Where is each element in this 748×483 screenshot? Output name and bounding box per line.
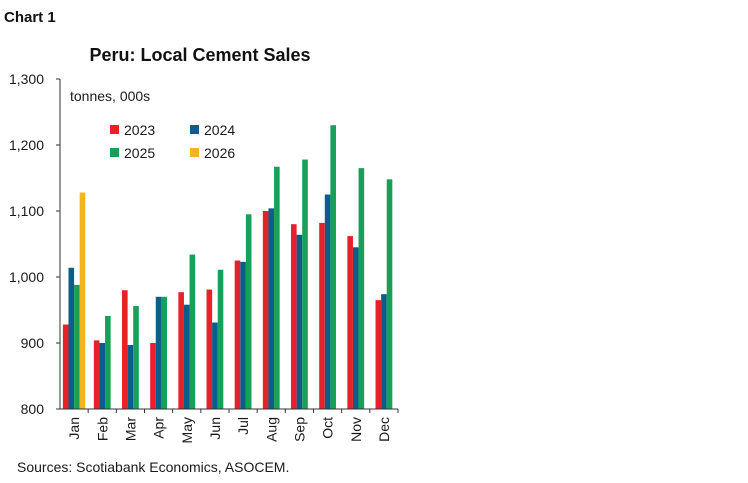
legend-label-2026: 2026 [204,145,235,161]
bar-2023-jan [62,324,69,409]
bar-2025-dec [386,179,393,409]
bar-2025-may [189,254,196,409]
chart-label: Chart 1 [4,9,56,26]
bar-2024-mar [127,344,134,409]
bar-2025-nov [358,168,365,409]
x-tick-label: Oct [320,417,336,439]
bar-2023-nov [347,236,353,409]
x-tick-label: Apr [151,417,167,439]
x-tick-label: May [179,417,195,443]
bar-2024-aug [268,208,275,409]
x-tick-label: Feb [94,417,110,441]
bar-2025-aug [274,166,280,409]
bar-2025-feb [105,315,111,409]
y-tick-label: 1,200 [9,137,44,153]
bar-2025-jul [245,214,252,409]
y-tick-label: 1,100 [9,203,44,219]
source-note: Sources: Scotiabank Economics, ASOCEM. [17,459,289,475]
bar-2024-apr [155,296,162,409]
x-axis-ticks: Jan Feb Mar Apr May Jun Jul Aug Sep Oct Nov Dec [66,409,399,443]
bar-2023-jul [234,260,241,409]
bar-2023-jun [206,289,213,409]
bar-2024-sep [296,234,303,409]
legend-label-2024: 2024 [204,122,235,138]
legend-swatch-2026 [190,148,199,157]
bar-2025-oct [330,125,336,409]
x-tick-label: Jun [207,417,223,440]
bar-2023-may [178,292,184,409]
y-tick-label: 1,300 [9,71,44,87]
bar-2025-apr [161,296,167,409]
bar-2023-sep [291,224,297,409]
bar-2023-mar [122,290,128,409]
bar-2025-mar [133,306,139,409]
y-tick-label: 800 [21,401,45,417]
bar-2025-jun [217,269,224,409]
bar-2024-feb [99,343,106,409]
legend-swatch-2025 [110,148,119,157]
x-tick-label: Dec [376,417,392,442]
x-tick-label: Jul [235,417,251,435]
bar-2023-aug [262,211,269,409]
bar-2023-feb [93,340,100,409]
bar-2024-nov [352,247,359,409]
bar-2024-jul [240,261,246,409]
bar-2025-jan [74,284,80,409]
bar-2024-dec [381,294,387,409]
legend-label-2023: 2023 [124,122,155,138]
bar-2024-jan [68,267,75,409]
legend-label-2025: 2025 [124,145,155,161]
legend-swatch-2024 [190,125,199,134]
y-axis-ticks: 800 900 1,000 1,100 1,200 1,300 [9,71,60,417]
bars [62,125,393,409]
y-tick-label: 900 [21,335,45,351]
chart-title: Peru: Local Cement Sales [89,45,310,65]
bar-2023-dec [375,300,382,409]
x-tick-label: Sep [291,417,307,442]
bar-2024-oct [324,194,331,409]
y-axis-unit-label: tonnes, 000s [70,88,150,104]
legend: 2023 2024 2025 2026 [110,122,235,161]
x-tick-label: Nov [348,417,364,442]
bar-2023-apr [150,343,156,409]
bar-2024-may [183,304,190,409]
y-tick-label: 1,000 [9,269,44,285]
legend-swatch-2023 [110,125,119,134]
bar-2025-sep [302,159,308,409]
bar-2024-jun [212,322,218,409]
bar-2026-jan [79,192,86,409]
bar-2023-oct [319,222,325,409]
x-tick-label: Jan [66,417,82,440]
x-tick-label: Mar [122,417,138,441]
x-tick-label: Aug [263,417,279,442]
